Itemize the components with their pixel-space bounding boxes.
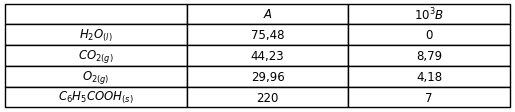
Text: 220: 220 bbox=[256, 91, 279, 104]
Bar bbox=[187, 25, 348, 46]
Text: 29,96: 29,96 bbox=[251, 70, 284, 83]
Bar bbox=[187, 66, 348, 87]
Bar bbox=[5, 25, 187, 46]
Text: 75,48: 75,48 bbox=[251, 29, 284, 42]
Bar bbox=[5, 66, 187, 87]
Bar bbox=[187, 4, 348, 25]
Bar bbox=[5, 4, 187, 25]
Bar bbox=[187, 87, 348, 108]
Text: 4,18: 4,18 bbox=[416, 70, 442, 83]
Text: 44,23: 44,23 bbox=[251, 50, 284, 62]
Text: $H_2O_{(l)}$: $H_2O_{(l)}$ bbox=[79, 27, 113, 44]
Bar bbox=[5, 87, 187, 108]
Bar bbox=[348, 66, 510, 87]
Bar bbox=[348, 46, 510, 66]
Bar bbox=[187, 46, 348, 66]
Text: $A$: $A$ bbox=[263, 8, 272, 21]
Text: $CO_{2(g)}$: $CO_{2(g)}$ bbox=[78, 48, 114, 64]
Text: $10^3B$: $10^3B$ bbox=[414, 7, 444, 23]
Bar bbox=[348, 87, 510, 108]
Text: 0: 0 bbox=[425, 29, 433, 42]
Bar bbox=[5, 46, 187, 66]
Bar bbox=[348, 4, 510, 25]
Bar bbox=[348, 25, 510, 46]
Text: 8,79: 8,79 bbox=[416, 50, 442, 62]
Text: 7: 7 bbox=[425, 91, 433, 104]
Text: $C_6H_5COOH_{(s)}$: $C_6H_5COOH_{(s)}$ bbox=[58, 89, 134, 105]
Text: $O_{2(g)}$: $O_{2(g)}$ bbox=[82, 68, 110, 85]
